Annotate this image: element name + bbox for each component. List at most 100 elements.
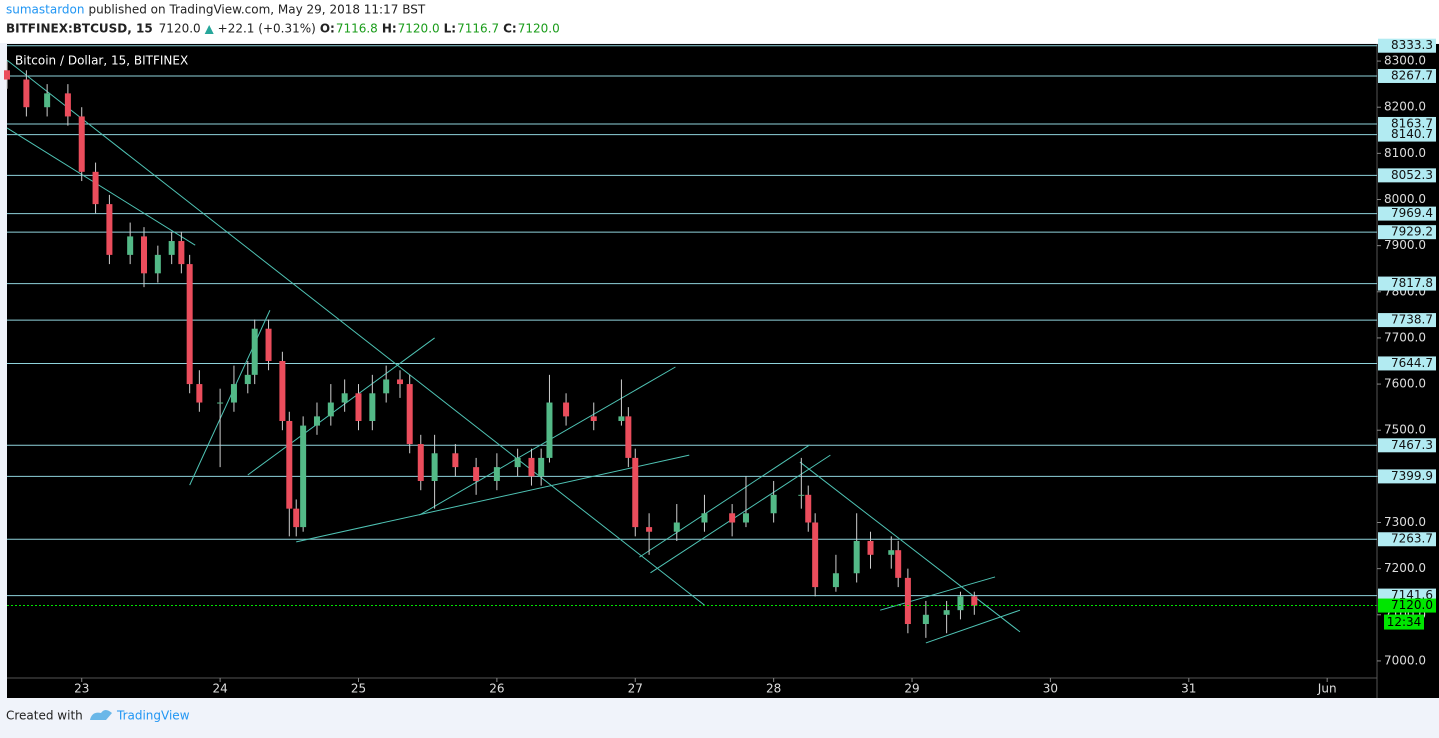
- level-label-bg: [1378, 68, 1436, 83]
- level-label: 8267.7: [1391, 68, 1433, 82]
- level-label: 8163.7: [1391, 116, 1433, 130]
- up-arrow: [204, 25, 214, 34]
- x-tick-label: 31: [1181, 682, 1196, 696]
- candle-body: [812, 522, 819, 588]
- level-label: 8052.3: [1391, 168, 1433, 182]
- y-tick-label: 7900.0: [1384, 238, 1426, 252]
- candle-body: [327, 402, 334, 417]
- countdown: 12:34: [1387, 615, 1422, 629]
- published: published on TradingView.com, May 29, 20…: [89, 3, 426, 17]
- candle-body: [473, 467, 480, 481]
- y-tick-label: 7600.0: [1384, 377, 1426, 391]
- y-tick-label: 8000.0: [1384, 192, 1426, 206]
- trend-line: [247, 337, 435, 476]
- ohlc-label: H:: [382, 22, 397, 36]
- level-label-bg: [1378, 127, 1436, 142]
- brand: TradingView: [116, 709, 190, 723]
- level-label-bg: [1378, 532, 1436, 547]
- candle-body: [406, 384, 413, 445]
- level-label-bg: [1378, 438, 1436, 453]
- candle-body: [244, 374, 251, 385]
- candle-body: [44, 93, 51, 108]
- trend-line: [880, 576, 996, 611]
- countdown-bg: [1384, 614, 1424, 630]
- candle-body: [168, 241, 175, 255]
- created-with: Created with: [6, 709, 83, 723]
- candle-body: [590, 416, 597, 421]
- candle-body: [178, 241, 185, 265]
- header: sumastardon published on TradingView.com,…: [6, 3, 560, 36]
- level-label: 7263.7: [1391, 532, 1433, 546]
- candle-body: [417, 444, 424, 481]
- candle-body: [92, 171, 99, 205]
- ohlc-value: 7120.0: [518, 22, 560, 36]
- change: +22.1 (+0.31%): [218, 22, 316, 36]
- candle-body: [867, 540, 874, 555]
- candle-body: [805, 494, 812, 523]
- logo: [90, 710, 112, 720]
- candle-body: [186, 264, 193, 385]
- candle-body: [141, 236, 147, 274]
- candle-body: [895, 550, 902, 578]
- candle-body: [300, 425, 307, 528]
- level-label: 7399.9: [1391, 469, 1433, 483]
- trend-line: [650, 454, 831, 574]
- ohlc-value: 7116.7: [457, 22, 499, 36]
- candle-body: [265, 328, 272, 361]
- candle-body: [904, 577, 911, 625]
- level-label-bg: [1378, 313, 1436, 328]
- trend-line: [296, 454, 690, 543]
- candle-body: [196, 384, 203, 403]
- level-label-bg: [1378, 38, 1436, 53]
- candle-body: [971, 596, 978, 606]
- level-label: 7929.2: [1391, 225, 1433, 239]
- x-tick-label: 25: [351, 682, 366, 696]
- x-tick-label: 27: [628, 682, 643, 696]
- level-label: 8140.7: [1391, 127, 1433, 141]
- candle-body: [355, 393, 362, 421]
- trend-line: [6, 127, 196, 246]
- level-label: 8333.3: [1391, 38, 1433, 52]
- candle-body: [832, 573, 839, 588]
- candle-body: [632, 457, 639, 528]
- candle-body: [397, 379, 404, 385]
- candle-body: [957, 596, 964, 611]
- trend-line: [925, 609, 1021, 644]
- x-tick-label: 28: [766, 682, 781, 696]
- candle-body: [625, 416, 632, 458]
- trend-line: [799, 461, 1021, 633]
- candle-body: [230, 384, 237, 403]
- x-tick-label: 23: [74, 682, 89, 696]
- ohlc-value: 7120.0: [398, 22, 440, 36]
- candle-body: [313, 416, 320, 426]
- ohlc-label: O:: [320, 22, 335, 36]
- y-tick-label: 7300.0: [1384, 515, 1426, 529]
- chart-bg: [7, 44, 1439, 698]
- trend-line: [6, 59, 705, 606]
- trend-line: [639, 444, 810, 558]
- candle-body: [64, 93, 71, 117]
- legend: Bitcoin / Dollar, 15, BITFINEX: [15, 54, 188, 68]
- candle-body: [23, 79, 30, 108]
- x-tick-label: 29: [904, 682, 919, 696]
- ohlc-label: C:: [503, 22, 517, 36]
- candle-body: [293, 508, 300, 528]
- level-label-bg: [1378, 206, 1436, 221]
- level-label: 7467.3: [1391, 438, 1433, 452]
- candle-body: [493, 467, 500, 481]
- y-tick-label: 8200.0: [1384, 100, 1426, 114]
- level-label: 7644.7: [1391, 356, 1433, 370]
- candle-body: [341, 393, 348, 403]
- candle-body: [538, 457, 545, 477]
- candle-body: [452, 453, 459, 468]
- level-label-bg: [1378, 356, 1436, 371]
- ohlc-value: 7116.8: [336, 22, 378, 36]
- author: sumastardon: [6, 3, 85, 17]
- candle-body: [154, 254, 161, 274]
- candle-body: [673, 522, 680, 532]
- candle-body: [78, 116, 85, 172]
- ohlc-label: L:: [444, 22, 456, 36]
- candle-body: [618, 416, 625, 421]
- level-label-bg: [1378, 469, 1436, 484]
